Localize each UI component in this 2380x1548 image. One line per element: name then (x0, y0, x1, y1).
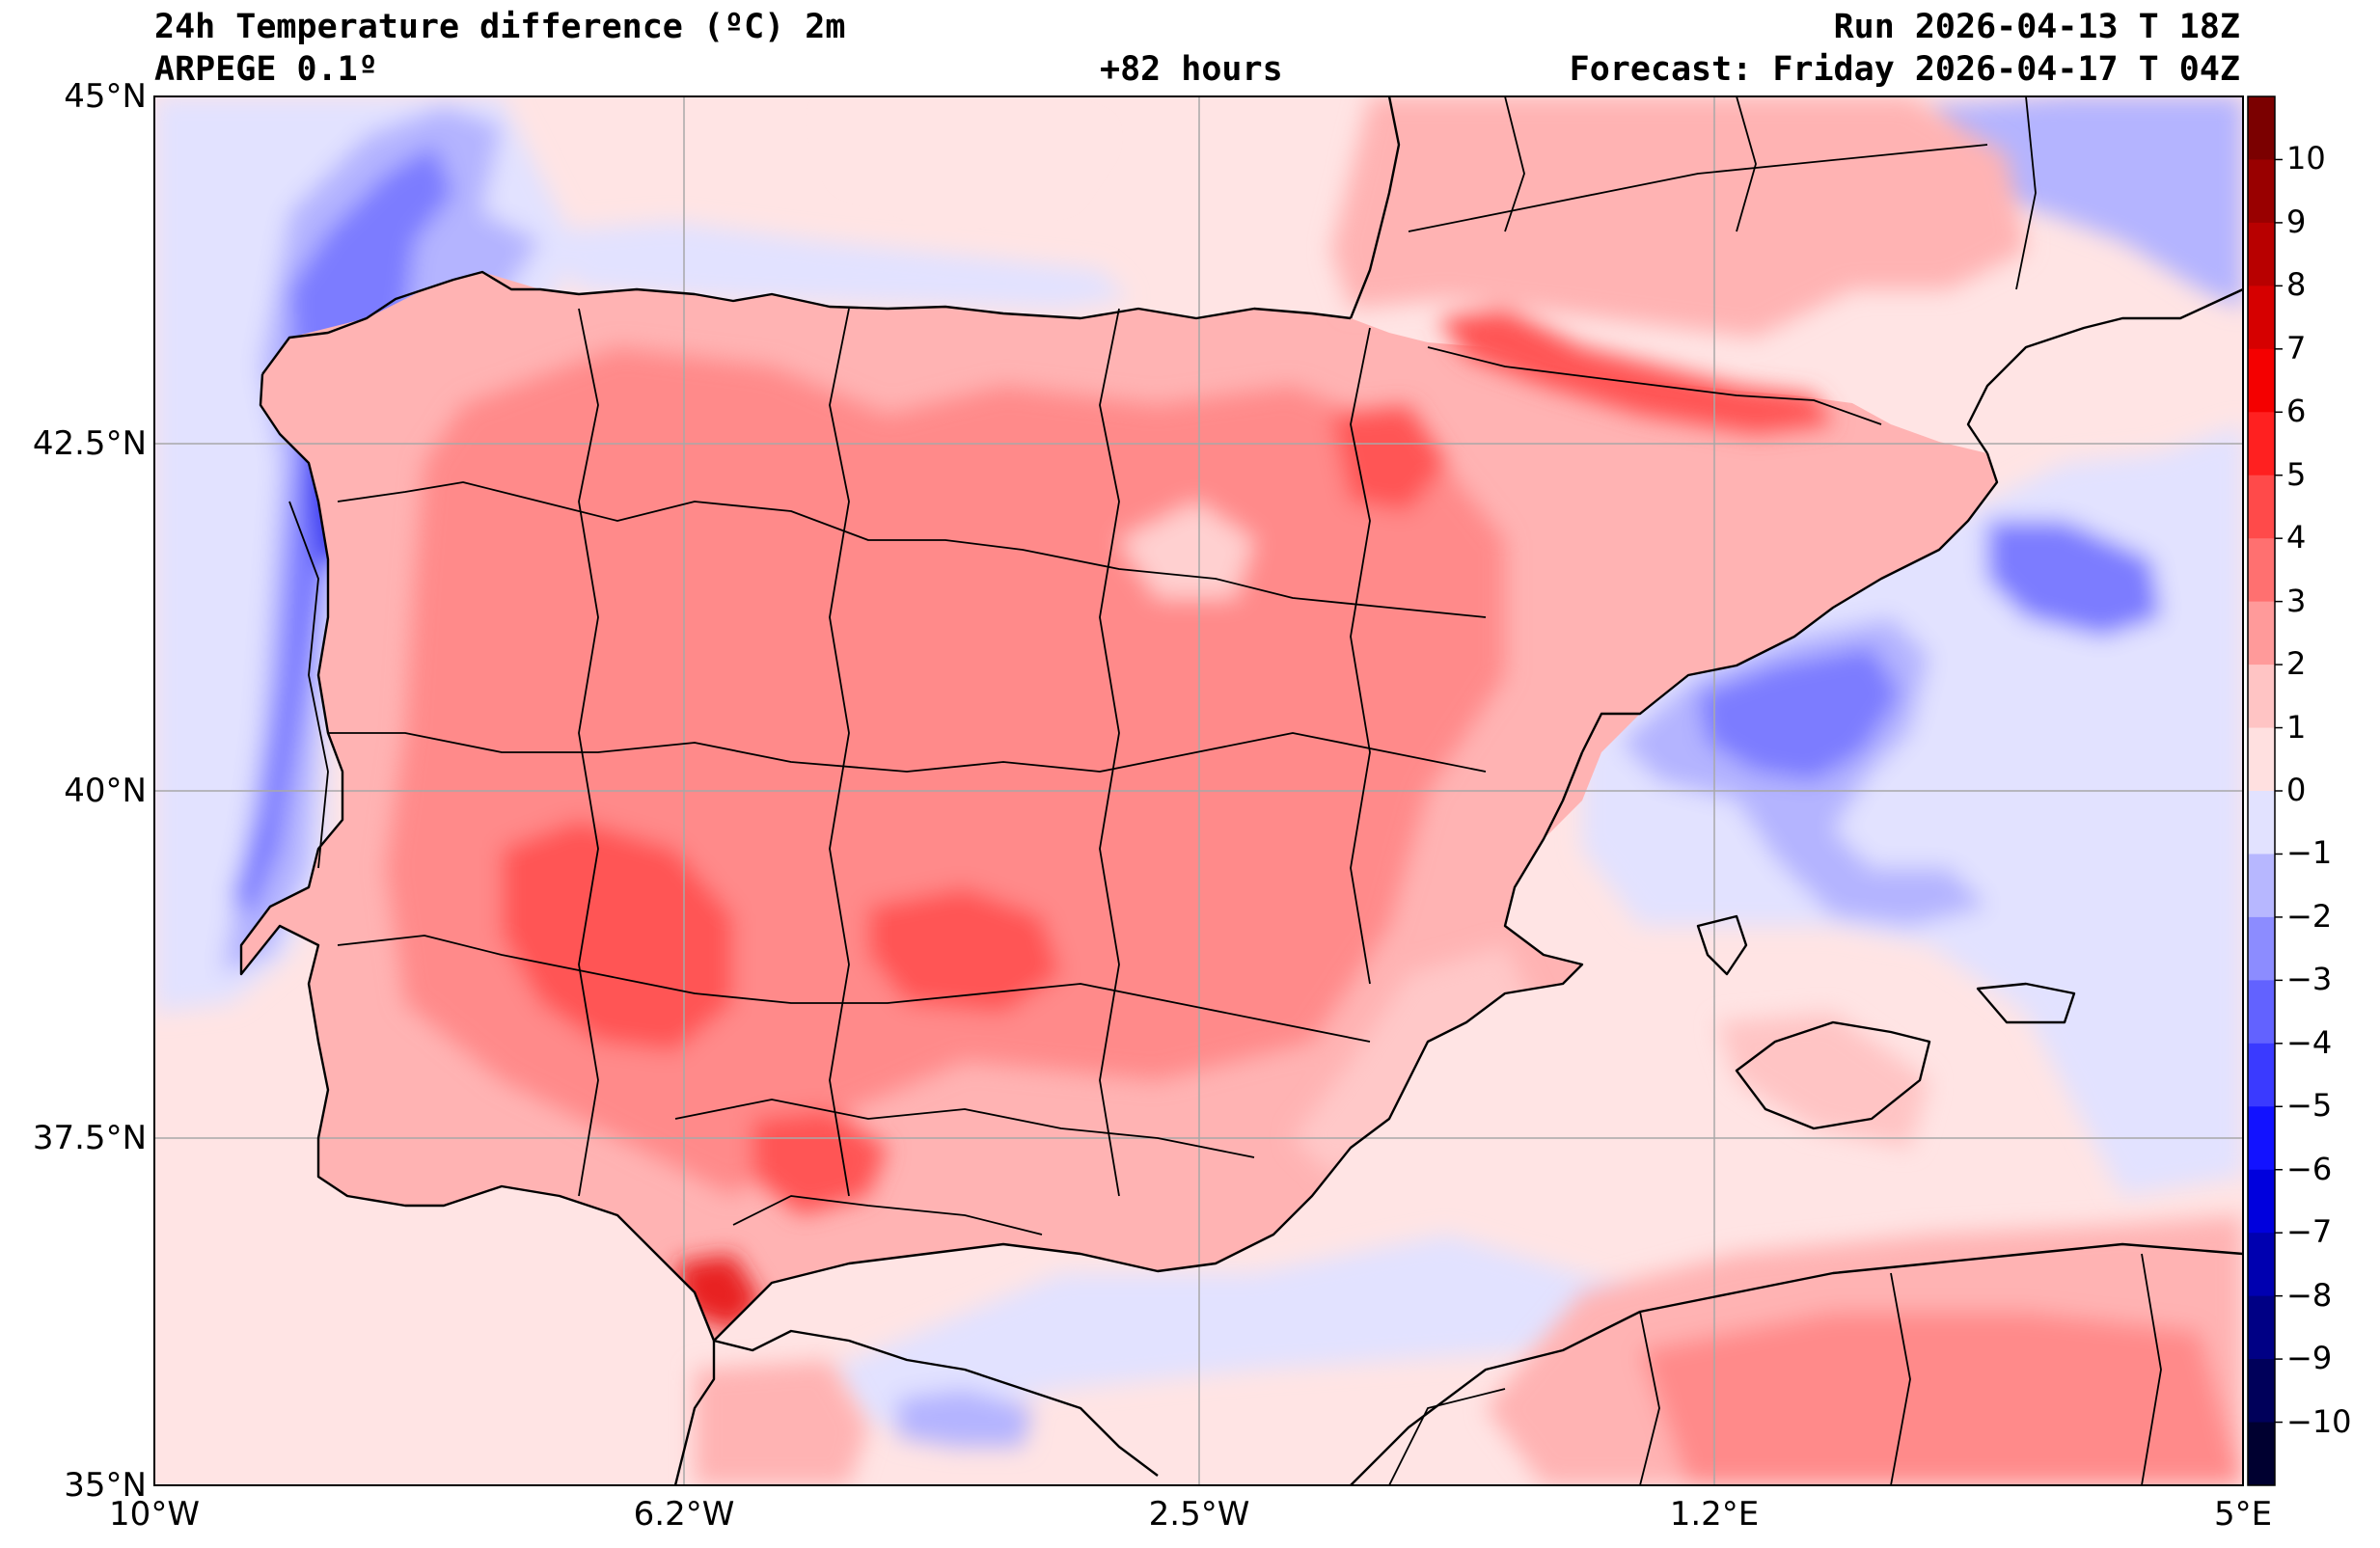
colorbar-tick-label: −5 (2286, 1087, 2333, 1125)
colorbar-swatch (2248, 665, 2275, 729)
warm-area-pyrenees-strong (1437, 309, 1833, 434)
cool-area-alboran (830, 1235, 1640, 1427)
colorbar-swatch (2248, 285, 2275, 350)
warm-area-north-africa-mid (1640, 1312, 2243, 1485)
colorbar-tick-label: 1 (2286, 708, 2307, 746)
warm-area-extremadura-strong (502, 820, 733, 1051)
colorbar-swatch (2248, 96, 2275, 160)
colorbar-tick-label: −8 (2286, 1276, 2333, 1314)
colorbar-tick-label: −10 (2286, 1402, 2352, 1440)
colorbar-tick-label: −1 (2286, 834, 2333, 872)
colorbar-tick-label: 6 (2286, 393, 2307, 430)
colorbar-tick-label: −2 (2286, 897, 2333, 935)
lon-label-1-2e: 1.2°E (1669, 1495, 1760, 1534)
colorbar-tick-label: −4 (2286, 1023, 2333, 1061)
colorbar-tick-label: 3 (2286, 582, 2307, 619)
colorbar-swatch (2248, 916, 2275, 981)
colorbar-swatch (2248, 854, 2275, 918)
colorbar-tick-label: −3 (2286, 961, 2333, 998)
colorbar-tick-label: 10 (2286, 140, 2326, 177)
colorbar-swatch (2248, 222, 2275, 286)
cool-area-lion-gulf (1987, 521, 2161, 637)
lon-label-6-2w: 6.2°W (633, 1495, 735, 1534)
warm-area-cantabria-light (1119, 502, 1254, 598)
lat-label-42-5n: 42.5°N (32, 424, 147, 463)
warm-area-france (1331, 96, 2026, 338)
colorbar-tick-label: 9 (2286, 203, 2307, 240)
lead-time-label: +82 hours (1100, 50, 1283, 89)
colorbar-swatch (2248, 475, 2275, 539)
colorbar-tick-label: −9 (2286, 1340, 2333, 1377)
colorbar-swatch (2248, 1043, 2275, 1107)
colorbar-tick-label: 2 (2286, 645, 2307, 683)
colorbar-tick-label: −6 (2286, 1150, 2333, 1187)
colorbar-swatch (2248, 1106, 2275, 1171)
colorbar-swatch (2248, 727, 2275, 792)
colorbar-tick-label: 7 (2286, 329, 2307, 367)
cool-area-galicia-strong (232, 145, 453, 916)
forecast-label: Forecast: Friday 2026-04-17 T 04Z (1569, 50, 2240, 89)
lon-label-10w: 10°W (109, 1495, 200, 1534)
lat-label-40n: 40°N (64, 772, 147, 810)
cool-area-alps-corner (1929, 96, 2243, 309)
lat-label-45n: 45°N (64, 77, 147, 116)
colorbar-swatch (2248, 412, 2275, 476)
colorbar-swatch (2248, 1233, 2275, 1297)
admin-borders (288, 96, 2162, 1485)
colorbar-swatch (2248, 601, 2275, 665)
colorbar-swatch (2248, 159, 2275, 224)
warm-area-ebro-strong (1331, 405, 1447, 511)
colorbar-swatch (2248, 1169, 2275, 1234)
lon-label-2-5w: 2.5°W (1148, 1495, 1250, 1534)
warm-area-andalusia-strong (752, 1109, 888, 1215)
model-label: ARPEGE 0.1º (154, 50, 378, 89)
colorbar (2247, 95, 2283, 1486)
cool-area-balearic-strong (1698, 646, 1901, 781)
colorbar-swatch (2248, 348, 2275, 413)
colorbar-swatch (2248, 1422, 2275, 1486)
map-frame (153, 95, 2244, 1486)
cool-area-cantabrian (540, 222, 1129, 309)
colorbar-tick-label: 5 (2286, 455, 2307, 493)
colorbar-tick-label: 0 (2286, 772, 2307, 808)
lat-label-35n: 35°N (64, 1466, 147, 1505)
lat-label-37-5n: 37.5°N (32, 1119, 147, 1157)
colorbar-swatch (2248, 1295, 2275, 1360)
colorbar-swatch (2248, 791, 2275, 855)
cool-area-alboran-mid (897, 1389, 1032, 1447)
colorbar-swatch (2248, 1359, 2275, 1424)
colorbar-tick-label: −7 (2286, 1213, 2333, 1251)
colorbar-tick-label: 4 (2286, 519, 2307, 557)
cool-area-biscay-patch (830, 106, 1100, 203)
lon-label-5e: 5°E (2213, 1495, 2273, 1534)
warm-area-la-mancha-strong (868, 887, 1061, 1013)
graticule (154, 96, 2243, 1485)
colorbar-swatch (2248, 538, 2275, 603)
run-label: Run 2026-04-13 T 18Z (1833, 8, 2240, 46)
coastlines (239, 96, 2243, 1485)
colorbar-swatch (2248, 980, 2275, 1045)
colorbar-tick-label: 8 (2286, 266, 2307, 304)
warm-area-morocco (695, 1360, 868, 1485)
map-title: 24h Temperature difference (ºC) 2m (154, 8, 846, 46)
